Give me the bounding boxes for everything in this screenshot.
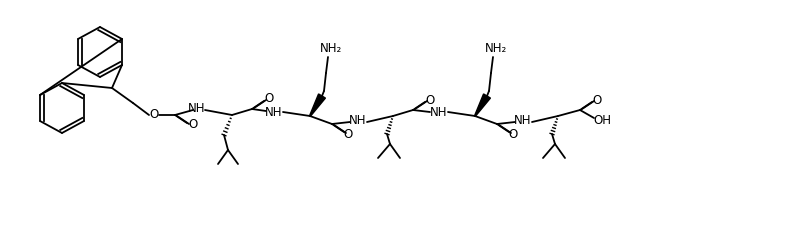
Text: OH: OH — [593, 113, 611, 127]
Text: NH₂: NH₂ — [320, 43, 342, 55]
Text: NH: NH — [431, 107, 447, 119]
Text: NH₂: NH₂ — [485, 43, 507, 55]
Text: NH: NH — [265, 107, 283, 119]
Polygon shape — [474, 94, 490, 116]
Text: O: O — [264, 92, 274, 106]
Text: O: O — [425, 93, 435, 107]
Text: O: O — [343, 129, 353, 142]
Text: O: O — [189, 118, 197, 132]
Text: O: O — [592, 93, 602, 107]
Text: NH: NH — [349, 114, 367, 128]
Text: NH: NH — [514, 114, 532, 128]
Polygon shape — [310, 94, 326, 116]
Text: O: O — [150, 109, 158, 121]
Text: O: O — [509, 129, 517, 142]
Text: NH: NH — [188, 103, 205, 115]
